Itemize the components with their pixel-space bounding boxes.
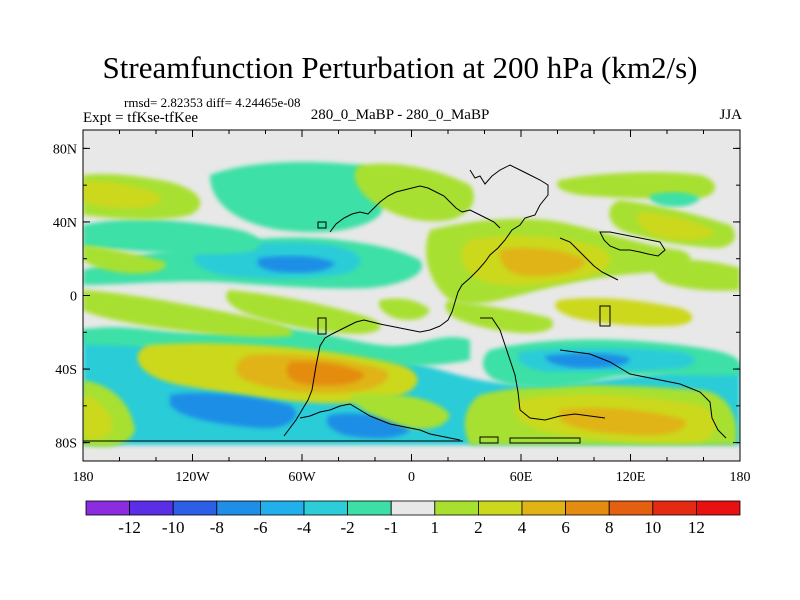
x-tick-label: 60W [288, 470, 316, 485]
coastline-segment [509, 437, 581, 444]
colorbar-label: 4 [518, 518, 527, 537]
x-tick-label: 60E [510, 470, 533, 485]
colorbar-swatch [85, 500, 130, 516]
contour-region [499, 248, 585, 277]
colorbar-label: 8 [605, 518, 614, 537]
contour-region [170, 393, 296, 429]
contour-region [83, 245, 166, 274]
y-tick-label: 80S [55, 437, 77, 452]
contour-region [226, 290, 381, 334]
colorbar-label: 12 [688, 518, 705, 537]
contour-region [354, 163, 474, 222]
coastline-segment [299, 403, 461, 441]
colorbar-label: -6 [253, 518, 267, 537]
contour-region [257, 255, 335, 273]
coastline-segment [599, 305, 611, 327]
y-tick-label: 0 [70, 290, 77, 305]
contour-field [83, 130, 740, 461]
x-tick-label: 120E [616, 470, 646, 485]
colorbar: -12 -10 -8 -6 -4 -2 -1 1 2 4 6 8 10 12 [85, 500, 741, 537]
season-label: JJA [719, 107, 742, 123]
contour-region [286, 361, 365, 386]
contour-region [210, 162, 384, 233]
coastline-segment [283, 319, 441, 437]
colorbar-swatch [652, 500, 697, 516]
coastline-segment [559, 237, 619, 281]
colorbar-swatch [608, 500, 654, 516]
colorbar-swatch [216, 500, 261, 516]
colorbar-swatch [696, 500, 741, 516]
contour-region [83, 181, 161, 209]
x-tick-label: 180 [73, 470, 94, 485]
colorbar-swatch [521, 500, 566, 516]
center-subtitle: 280_0_MaBP - 280_0_MaBP [310, 107, 490, 123]
x-axis: 180 120W 60W 0 60E 120E 180 [73, 130, 751, 485]
chart-title: Streamfunction Perturbation at 200 hPa (… [102, 50, 698, 85]
colorbar-swatch [390, 500, 436, 516]
y-tick-label: 80N [53, 142, 77, 157]
colorbar-label: -8 [210, 518, 224, 537]
y-tick-label: 40N [53, 216, 77, 231]
contour-region [545, 353, 630, 368]
y-axis: 80N 40N 0 40S 80S [53, 142, 740, 452]
x-tick-label: 180 [730, 470, 751, 485]
contour-region [378, 298, 430, 320]
coastline-segment [461, 209, 501, 229]
coastline-segment [439, 164, 549, 327]
coastline-segment [479, 436, 499, 444]
colorbar-swatch [303, 500, 348, 516]
contour-region [350, 393, 450, 429]
coastline-segment [317, 221, 327, 229]
coastline-segment [317, 317, 327, 335]
coastline-segment [599, 231, 666, 257]
coastline-segment [559, 349, 641, 377]
stats-label: rmsd= 2.82353 diff= 4.24465e-08 [124, 95, 301, 110]
x-tick-label: 120W [175, 470, 210, 485]
colorbar-swatch [477, 500, 523, 516]
colorbar-label: -10 [162, 518, 185, 537]
colorbar-swatch [347, 500, 392, 516]
colorbar-swatch [434, 500, 479, 516]
contour-region [445, 300, 554, 334]
colorbar-label: 10 [644, 518, 661, 537]
colorbar-label: 1 [431, 518, 440, 537]
colorbar-swatch [259, 500, 305, 516]
colorbar-label: 6 [561, 518, 570, 537]
contour-region [560, 408, 686, 436]
contour-region [649, 192, 700, 207]
colorbar-label: -2 [341, 518, 355, 537]
colorbar-label: -1 [384, 518, 398, 537]
colorbar-swatch [172, 500, 218, 516]
coastline-outline [83, 164, 727, 444]
y-tick-label: 40S [55, 363, 77, 378]
x-tick-label: 0 [408, 470, 415, 485]
coastline-segment [519, 409, 606, 421]
colorbar-swatch [129, 500, 174, 516]
coastline-segment [639, 375, 727, 439]
coastline-segment [480, 317, 521, 411]
contour-region [83, 290, 293, 338]
contour-region [555, 297, 693, 327]
contour-region [83, 219, 261, 255]
contour-region [83, 395, 113, 440]
experiment-label: Expt = tfKse-tfKee [83, 110, 199, 126]
colorbar-label: -12 [118, 518, 141, 537]
contour-region [556, 172, 715, 199]
colorbar-label: 2 [474, 518, 483, 537]
contour-region [653, 259, 740, 291]
contour-region [637, 212, 715, 240]
coastline-segment [329, 185, 463, 233]
colorbar-swatch [565, 500, 610, 516]
colorbar-label: -4 [297, 518, 312, 537]
